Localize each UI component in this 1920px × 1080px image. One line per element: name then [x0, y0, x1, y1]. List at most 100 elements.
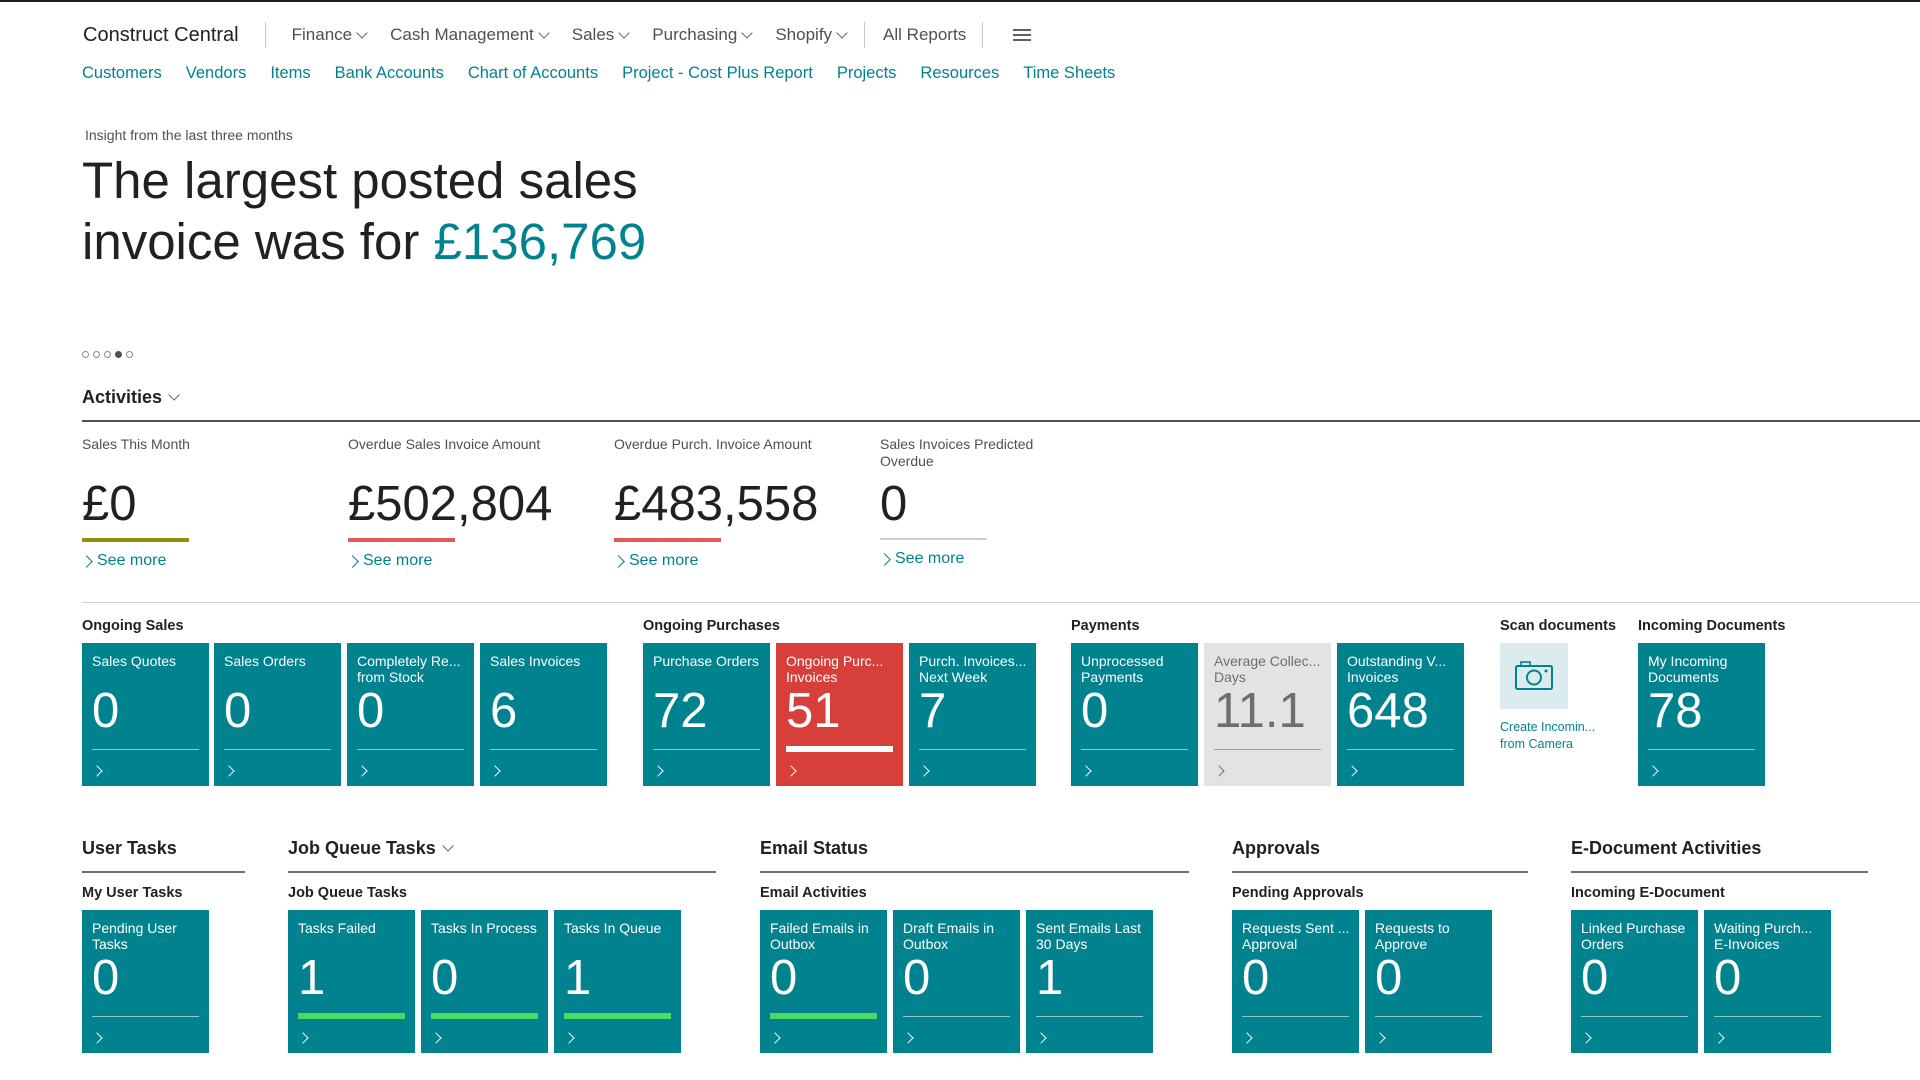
tile-draft-emails-in-outbox[interactable]: Draft Emails in Outbox 0 — [893, 910, 1020, 1053]
chevron-right-icon — [652, 765, 664, 777]
link-resources[interactable]: Resources — [920, 64, 1000, 82]
tile-value: 7 — [919, 684, 947, 738]
link-customers[interactable]: Customers — [82, 64, 162, 82]
carousel-dot[interactable] — [93, 351, 100, 358]
chevron-right-icon — [878, 552, 891, 566]
link-vendors[interactable]: Vendors — [185, 64, 247, 82]
tile-divider — [653, 749, 760, 750]
tile-label: Requests Sent ... Approval — [1242, 920, 1350, 952]
chevron-right-icon — [1374, 1032, 1386, 1044]
tile-label: Waiting Purch... E-Invoices — [1714, 920, 1813, 952]
tile-average-collec-days[interactable]: Average Collec... Days 11.1 — [1204, 643, 1331, 786]
see-more-label: See more — [895, 550, 965, 567]
insight-headline[interactable]: The largest posted sales invoice was for… — [82, 150, 782, 272]
link-bank-accounts[interactable]: Bank Accounts — [334, 64, 444, 82]
menu-purchasing[interactable]: Purchasing — [652, 25, 754, 45]
see-more-link[interactable]: See more — [80, 552, 282, 570]
carousel-dot[interactable] — [104, 351, 111, 358]
tile-value: 0 — [1581, 951, 1609, 1005]
tile-pending-user-tasks[interactable]: Pending User Tasks 0 — [82, 910, 209, 1053]
subgroup-title-incoming-e-document: Incoming E-Document — [1571, 885, 1725, 901]
tile-unprocessed-payments[interactable]: Unprocessed Payments 0 — [1071, 643, 1198, 786]
tile-value: 648 — [1347, 684, 1429, 738]
chevron-right-icon — [91, 1032, 103, 1044]
cue-value[interactable]: 0 — [880, 477, 908, 531]
tile-indicator — [564, 1013, 671, 1019]
chevron-right-icon — [1580, 1032, 1592, 1044]
carousel-dot[interactable] — [82, 351, 89, 358]
activities-header[interactable]: Activities — [82, 387, 180, 408]
see-more-link[interactable]: See more — [878, 550, 1080, 568]
tile-ongoing-purc-invoices[interactable]: Ongoing Purc... Invoices 51 — [776, 643, 903, 786]
tile-divider — [224, 749, 331, 750]
link-projects[interactable]: Projects — [836, 64, 897, 82]
tile-outstanding-v-invoices[interactable]: Outstanding V... Invoices 648 — [1337, 643, 1464, 786]
part-title: Job Queue Tasks — [288, 838, 436, 858]
carousel-dots — [82, 351, 133, 358]
menu-sales[interactable]: Sales — [572, 25, 630, 45]
menu-shopify[interactable]: Shopify — [775, 25, 848, 45]
cue-value[interactable]: £502,804 — [348, 477, 553, 531]
group-title-ongoing-sales: Ongoing Sales — [82, 618, 184, 634]
tile-tasks-in-process[interactable]: Tasks In Process 0 — [421, 910, 548, 1053]
link-time-sheets[interactable]: Time Sheets — [1023, 64, 1116, 82]
part-title: Approvals — [1232, 838, 1321, 858]
scan-document-button[interactable] — [1500, 643, 1568, 709]
tile-sales-invoices[interactable]: Sales Invoices 6 — [480, 643, 607, 786]
tile-label: Tasks In Process — [431, 920, 537, 936]
see-more-link[interactable]: See more — [612, 552, 814, 570]
subgroup-title-my-user-tasks: My User Tasks — [82, 885, 183, 901]
link-items[interactable]: Items — [270, 64, 311, 82]
tile-my-incoming-documents[interactable]: My Incoming Documents 78 — [1638, 643, 1765, 786]
tile-value: 0 — [1375, 951, 1403, 1005]
tile-label: Completely Re... from Stock — [357, 653, 461, 685]
tile-linked-purchase-orders[interactable]: Linked Purchase Orders 0 — [1571, 910, 1698, 1053]
tile-failed-emails-in-outbox[interactable]: Failed Emails in Outbox 0 — [760, 910, 887, 1053]
see-more-link[interactable]: See more — [346, 552, 548, 570]
part-title-job-queue-tasks[interactable]: Job Queue Tasks — [288, 838, 454, 859]
chevron-down-icon — [741, 26, 754, 39]
chevron-right-icon — [769, 1032, 781, 1044]
tile-label: Sales Quotes — [92, 653, 177, 669]
menu-cash-management[interactable]: Cash Management — [390, 25, 550, 45]
chevron-right-icon — [1241, 1032, 1253, 1044]
tile-sent-emails-last-30-days[interactable]: Sent Emails Last 30 Days 1 — [1026, 910, 1153, 1053]
chevron-right-icon — [1080, 765, 1092, 777]
tile-label: Pending User Tasks — [92, 920, 177, 952]
top-navigation: Construct Central Finance Cash Managemen… — [83, 18, 1032, 52]
tile-requests-sent-approval[interactable]: Requests Sent ... Approval 0 — [1232, 910, 1359, 1053]
tile-sales-quotes[interactable]: Sales Quotes 0 — [82, 643, 209, 786]
section-divider — [82, 602, 1920, 603]
create-incoming-document-link[interactable]: Create Incomin... from Camera — [1500, 720, 1596, 751]
cue-sales-this-month: Sales This Month £0 See more — [80, 436, 282, 570]
carousel-dot[interactable] — [126, 351, 133, 358]
carousel-dot[interactable] — [115, 351, 122, 358]
chevron-down-icon — [168, 389, 180, 401]
link-project-cost-plus-report[interactable]: Project - Cost Plus Report — [622, 64, 813, 82]
tile-value: 0 — [1714, 951, 1742, 1005]
tile-value: 51 — [786, 684, 841, 738]
part-divider — [1571, 871, 1868, 873]
tile-purchase-orders[interactable]: Purchase Orders 72 — [643, 643, 770, 786]
tile-purch-invoices-next-week[interactable]: Purch. Invoices... Next Week 7 — [909, 643, 1036, 786]
tile-completely-re-from-stock[interactable]: Completely Re... from Stock 0 — [347, 643, 474, 786]
app-title[interactable]: Construct Central — [83, 23, 239, 46]
all-reports-link[interactable]: All Reports — [883, 25, 967, 44]
menu-finance[interactable]: Finance — [292, 25, 368, 45]
tile-value: 1 — [1036, 951, 1064, 1005]
tile-tasks-failed[interactable]: Tasks Failed 1 — [288, 910, 415, 1053]
link-chart-of-accounts[interactable]: Chart of Accounts — [467, 64, 599, 82]
menu-label: Cash Management — [390, 25, 534, 44]
tile-value: 0 — [92, 684, 120, 738]
tile-requests-to-approve[interactable]: Requests to Approve 0 — [1365, 910, 1492, 1053]
cue-value[interactable]: £0 — [82, 477, 137, 531]
hamburger-icon[interactable] — [1013, 29, 1032, 41]
subgroup-title-email-activities: Email Activities — [760, 885, 867, 901]
tile-tasks-in-queue[interactable]: Tasks In Queue 1 — [554, 910, 681, 1053]
tile-waiting-purch-e-invoices[interactable]: Waiting Purch... E-Invoices 0 — [1704, 910, 1831, 1053]
tile-value: 1 — [564, 951, 592, 1005]
cue-value[interactable]: £483,558 — [614, 477, 819, 531]
tile-sales-orders[interactable]: Sales Orders 0 — [214, 643, 341, 786]
tile-divider — [1036, 1016, 1143, 1017]
tile-label: Requests to Approve — [1375, 920, 1450, 952]
